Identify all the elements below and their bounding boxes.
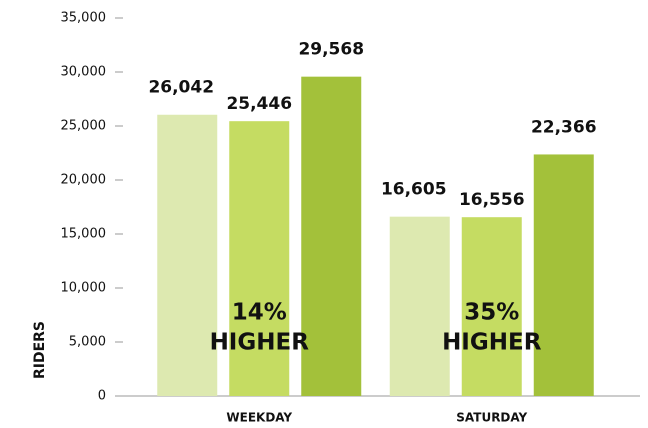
value-label: 26,042 bbox=[148, 78, 214, 98]
y-tick-label: 15,000 bbox=[61, 227, 107, 242]
bar bbox=[533, 154, 594, 396]
value-label: 16,556 bbox=[459, 190, 525, 210]
y-tick-label: 35,000 bbox=[61, 11, 107, 26]
value-label: 29,568 bbox=[298, 40, 364, 60]
x-tick-label: SATURDAY bbox=[456, 411, 527, 425]
y-tick-label: 30,000 bbox=[61, 65, 107, 80]
annotation: 14% bbox=[232, 300, 287, 326]
value-label: 22,366 bbox=[531, 117, 597, 137]
y-axis-label: RIDERS bbox=[32, 321, 48, 379]
y-tick-label: 25,000 bbox=[61, 119, 107, 134]
bar bbox=[461, 217, 522, 396]
value-label: 16,605 bbox=[381, 180, 447, 200]
y-tick-label: 0 bbox=[98, 389, 106, 404]
annotation: HIGHER bbox=[210, 330, 310, 356]
x-tick-label: WEEKDAY bbox=[226, 411, 292, 425]
annotation: 35% bbox=[464, 300, 519, 326]
annotation: HIGHER bbox=[442, 330, 542, 356]
bar bbox=[229, 121, 290, 396]
bar bbox=[157, 114, 218, 396]
bar bbox=[301, 76, 362, 397]
y-tick-label: 10,000 bbox=[61, 281, 107, 296]
value-label: 25,446 bbox=[226, 94, 292, 114]
y-tick-label: 20,000 bbox=[61, 173, 107, 188]
bar bbox=[389, 216, 450, 396]
y-tick-label: 5,000 bbox=[69, 335, 106, 350]
